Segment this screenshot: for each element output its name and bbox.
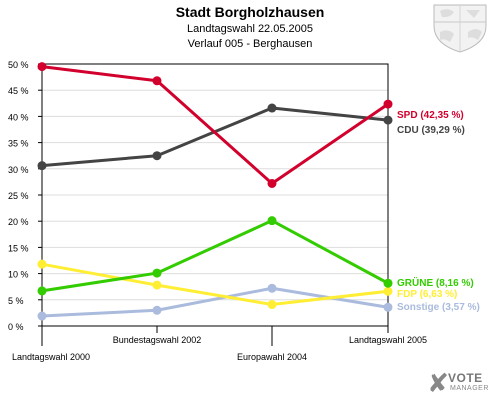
plot-frame xyxy=(41,63,389,327)
vote-manager-logo: ✘ VOTE MANAGER xyxy=(426,369,498,397)
data-point xyxy=(267,178,277,188)
y-tick-label: 35 % xyxy=(8,139,29,149)
y-tick-label: 30 % xyxy=(8,165,29,175)
x-tick-label: Bundestagswahl 2002 xyxy=(113,335,202,345)
data-point xyxy=(267,283,277,293)
data-point xyxy=(383,115,393,125)
data-point xyxy=(383,302,393,312)
series-end-label: GRÜNE (8,16 %) xyxy=(397,276,474,289)
x-tick-label: Landtagswahl 2000 xyxy=(12,352,90,362)
data-point xyxy=(37,311,47,321)
data-point xyxy=(383,278,393,288)
data-point xyxy=(267,300,277,310)
data-point xyxy=(37,259,47,269)
y-tick-label: 10 % xyxy=(8,270,29,280)
y-tick-label: 45 % xyxy=(8,86,29,96)
data-point xyxy=(152,151,162,161)
chart-subtitle-district: Verlauf 005 - Berghausen xyxy=(187,38,313,50)
series-line xyxy=(41,219,389,293)
y-tick-label: 20 % xyxy=(8,217,29,227)
y-tick-label: 15 % xyxy=(8,243,29,253)
series-end-label: CDU (39,29 %) xyxy=(397,125,465,136)
data-point xyxy=(383,286,393,296)
chart-title: Stadt Borgholzhausen xyxy=(175,4,325,20)
data-point xyxy=(267,103,277,113)
x-tick-label: Landtagswahl 2005 xyxy=(349,335,427,345)
chart-subtitle-election: Landtagswahl 22.05.2005 xyxy=(187,23,313,35)
y-tick-label: 0 % xyxy=(8,322,24,332)
y-tick-label: 50 % xyxy=(8,60,29,70)
data-point xyxy=(37,62,47,72)
series-line xyxy=(41,65,389,185)
data-point xyxy=(152,268,162,278)
series-end-label: FDP (6,63 %) xyxy=(397,289,457,300)
series-line xyxy=(41,262,389,307)
data-point xyxy=(152,76,162,86)
data-point xyxy=(152,280,162,290)
y-tick-label: 25 % xyxy=(8,191,29,201)
checkmark-x-icon: ✘ xyxy=(427,368,449,398)
y-tick-label: 40 % xyxy=(8,112,29,122)
data-point xyxy=(37,286,47,296)
logo-text-vote: VOTE xyxy=(448,371,483,385)
series-end-label: Sonstige (3,57 %) xyxy=(397,302,480,313)
x-tick-label: Europawahl 2004 xyxy=(237,352,307,362)
data-point xyxy=(383,99,393,109)
series-line xyxy=(41,286,389,318)
data-point xyxy=(267,216,277,226)
y-tick-label: 5 % xyxy=(8,296,24,306)
data-point xyxy=(152,305,162,315)
series-end-label: SPD (42,35 %) xyxy=(397,110,464,121)
coat-of-arms-icon xyxy=(433,4,487,53)
logo-text-manager: MANAGER xyxy=(450,385,489,392)
data-point xyxy=(37,161,47,171)
